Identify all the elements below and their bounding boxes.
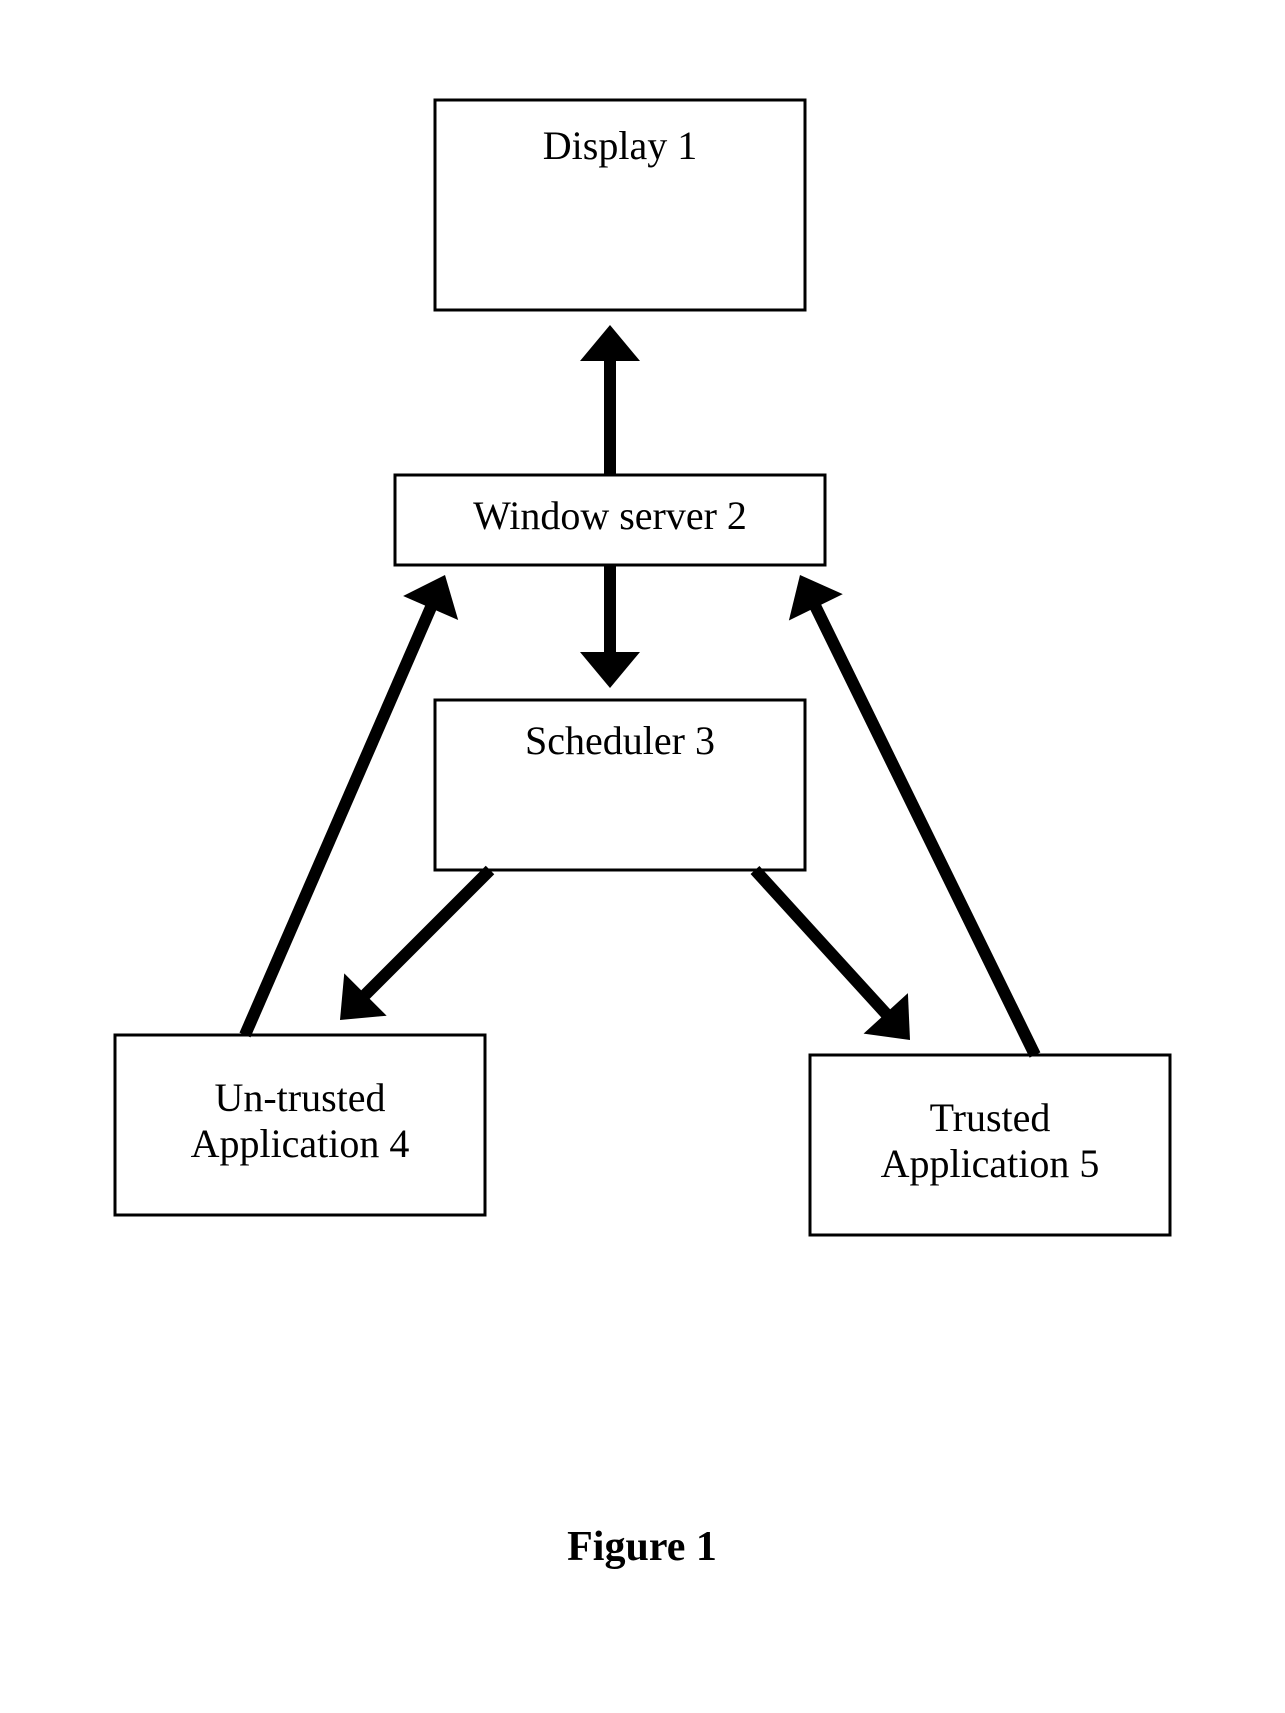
untrusted-label-line-0: Un-trusted (214, 1075, 385, 1120)
arrow-0-head (580, 325, 640, 361)
scheduler-label: Scheduler 3 (525, 718, 715, 763)
arrow-4-shaft (245, 595, 436, 1035)
display-label: Display 1 (543, 123, 697, 168)
untrusted-label-line-1: Application 4 (191, 1121, 410, 1166)
arrow-2-shaft (355, 870, 490, 1005)
arrow-3-shaft (755, 870, 895, 1024)
trusted-label-line-0: Trusted (930, 1095, 1051, 1140)
arrow-5-shaft (809, 594, 1035, 1055)
arrow-1-head (580, 652, 640, 688)
trusted-label-line-1: Application 5 (881, 1141, 1100, 1186)
server-label: Window server 2 (473, 493, 747, 538)
figure-caption: Figure 1 (567, 1524, 717, 1570)
